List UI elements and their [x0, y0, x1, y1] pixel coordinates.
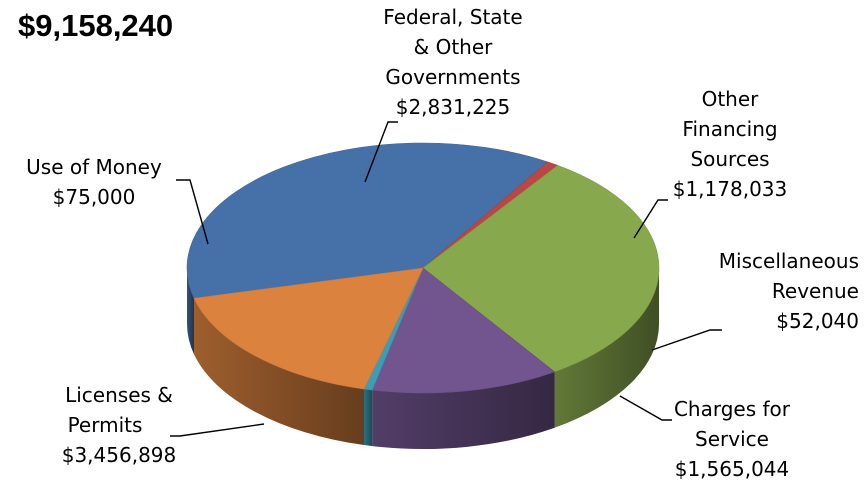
pie-side-shading-charges-for-service	[194, 298, 364, 446]
pie-slice-federal-state-other-governments	[422, 165, 660, 373]
label-charges-line2: Service	[695, 427, 769, 451]
label-other-line2: Financing	[682, 117, 778, 141]
pie-side-shading-licenses-permits	[187, 268, 195, 355]
pie-side-shading-miscellaneous-revenue	[363, 389, 373, 447]
leader-federal	[364, 121, 398, 183]
label-misc-value: $52,040	[776, 309, 859, 333]
pie-side-shading-other-financing-sources	[372, 371, 555, 450]
label-licenses-value: $3,456,898	[61, 443, 177, 467]
label-money-line1: Use of Money	[26, 155, 162, 179]
label-other-financing: Other Financing Sources $1,178,033	[660, 84, 800, 204]
leader-charges	[619, 395, 672, 421]
label-other-line1: Other	[701, 87, 759, 111]
label-other-value: $1,178,033	[672, 177, 788, 201]
pie-slice-other-financing-sources	[371, 267, 556, 394]
leader-licenses	[170, 423, 265, 437]
leader-miscellaneous	[651, 329, 722, 351]
label-misc-line1: Miscellaneous	[718, 249, 859, 273]
leader-other-financing	[633, 199, 668, 239]
label-federal-line3: Governments	[385, 65, 521, 89]
leader-use-of-money	[176, 179, 209, 245]
label-miscellaneous: Miscellaneous Revenue $52,040	[719, 246, 859, 336]
label-federal: Federal, State & Other Governments $2,83…	[368, 2, 538, 122]
label-use-of-money: Use of Money $75,000	[16, 152, 172, 212]
label-money-value: $75,000	[52, 185, 136, 209]
label-licenses-line1: Licenses &	[65, 383, 173, 407]
label-federal-line2: & Other	[413, 35, 493, 59]
label-federal-line1: Federal, State	[383, 5, 523, 29]
pie-slice-charges-for-service	[193, 267, 424, 390]
label-misc-line2: Revenue	[771, 279, 859, 303]
label-licenses-permits: Licenses & Permits $3,456,898	[36, 380, 202, 470]
label-charges-line1: Charges for	[673, 397, 791, 421]
label-licenses-line2: Permits	[67, 413, 143, 437]
chart-total-title: $9,158,240	[18, 8, 174, 43]
label-charges-value: $1,565,044	[674, 457, 790, 481]
label-charges-for-service: Charges for Service $1,565,044	[662, 394, 802, 484]
label-federal-value: $2,831,225	[395, 95, 511, 119]
label-other-line3: Sources	[690, 147, 770, 171]
pie-side-shading-federal-state-other-governments	[554, 268, 659, 428]
pie-slice-licenses-permits	[186, 142, 549, 299]
